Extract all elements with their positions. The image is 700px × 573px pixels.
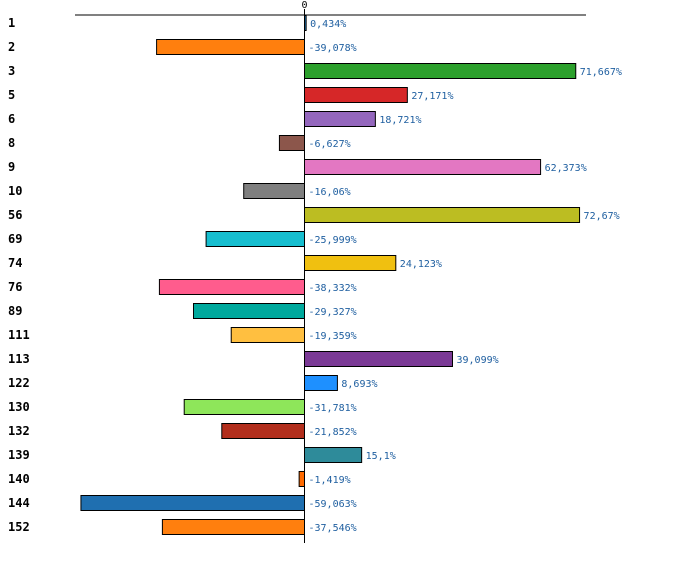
category-label: 8 bbox=[8, 136, 15, 150]
value-label: 27,171% bbox=[411, 91, 453, 102]
value-label: 18,721% bbox=[379, 115, 421, 126]
category-label: 2 bbox=[8, 40, 15, 54]
value-label: 39,099% bbox=[456, 355, 498, 366]
value-label: -1,419% bbox=[309, 475, 351, 486]
value-label: -21,852% bbox=[309, 427, 357, 438]
value-label: 71,667% bbox=[580, 67, 622, 78]
bar bbox=[161, 519, 305, 535]
category-label: 6 bbox=[8, 112, 15, 126]
bar bbox=[80, 495, 305, 511]
bar bbox=[243, 183, 306, 199]
category-label: 3 bbox=[8, 64, 15, 78]
category-label: 69 bbox=[8, 232, 22, 246]
category-label: 56 bbox=[8, 208, 22, 222]
bar bbox=[230, 327, 305, 343]
category-label: 122 bbox=[8, 376, 30, 390]
category-label: 76 bbox=[8, 280, 22, 294]
value-label: -59,063% bbox=[309, 499, 357, 510]
bar bbox=[304, 63, 577, 79]
category-label: 132 bbox=[8, 424, 30, 438]
value-label: 24,123% bbox=[400, 259, 442, 270]
category-label: 1 bbox=[8, 16, 15, 30]
value-label: -19,359% bbox=[309, 331, 357, 342]
bar bbox=[304, 351, 453, 367]
bar bbox=[304, 111, 376, 127]
category-label: 113 bbox=[8, 352, 30, 366]
bar bbox=[205, 231, 305, 247]
value-label: 62,373% bbox=[545, 163, 587, 174]
category-label: 144 bbox=[8, 496, 30, 510]
bar bbox=[183, 399, 305, 415]
value-label: -25,999% bbox=[309, 235, 357, 246]
bar bbox=[304, 159, 542, 175]
category-label: 9 bbox=[8, 160, 15, 174]
category-label: 111 bbox=[8, 328, 30, 342]
bar bbox=[304, 375, 338, 391]
category-label: 74 bbox=[8, 256, 22, 270]
bar bbox=[156, 39, 305, 55]
value-label: -37,546% bbox=[309, 523, 357, 534]
value-label: -16,06% bbox=[309, 187, 351, 198]
value-label: -39,078% bbox=[309, 43, 357, 54]
bar bbox=[158, 279, 305, 295]
value-label: -38,332% bbox=[309, 283, 357, 294]
bar bbox=[192, 303, 305, 319]
value-label: -29,327% bbox=[309, 307, 357, 318]
value-label: -6,627% bbox=[309, 139, 351, 150]
bar bbox=[221, 423, 305, 439]
category-label: 5 bbox=[8, 88, 15, 102]
category-label: 152 bbox=[8, 520, 30, 534]
value-label: 72,67% bbox=[584, 211, 620, 222]
category-label: 89 bbox=[8, 304, 22, 318]
value-label: -31,781% bbox=[309, 403, 357, 414]
category-label: 139 bbox=[8, 448, 30, 462]
bar bbox=[304, 447, 363, 463]
bar bbox=[304, 207, 581, 223]
bar bbox=[304, 87, 408, 103]
bar bbox=[278, 135, 306, 151]
bar bbox=[304, 255, 397, 271]
value-label: 15,1% bbox=[366, 451, 396, 462]
zero-tick-label: 0 bbox=[301, 0, 307, 11]
bars-group: 1 0,434% 2 -39,078% 3 71,667% 5 27,171% 6 18,721%… bbox=[8, 9, 622, 543]
category-label: 140 bbox=[8, 472, 30, 486]
bar bbox=[298, 471, 306, 487]
value-label: 8,693% bbox=[341, 379, 377, 390]
category-label: 130 bbox=[8, 400, 30, 414]
category-label: 10 bbox=[8, 184, 22, 198]
value-label: 0,434% bbox=[310, 19, 346, 30]
